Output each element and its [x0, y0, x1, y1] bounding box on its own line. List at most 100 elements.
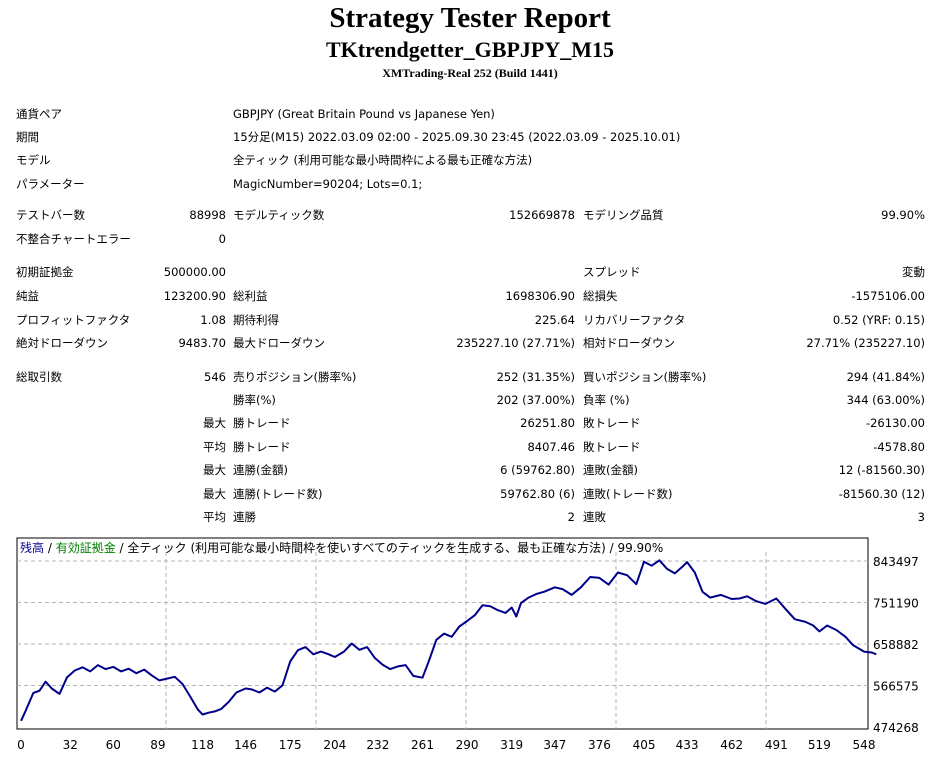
x-tick-label: 433	[676, 738, 699, 752]
stat-value: 最大	[203, 463, 226, 477]
balance-series-line	[20, 559, 877, 722]
y-tick-label: 658882	[873, 638, 919, 652]
stat-value: 26251.80	[520, 416, 575, 430]
stat-label: 最大ドローダウン	[233, 336, 325, 350]
x-tick-label: 347	[543, 738, 566, 752]
stat-label: 連勝	[233, 510, 256, 524]
x-tick-label: 118	[191, 738, 214, 752]
stat-value: -1575106.00	[851, 289, 925, 303]
legend-model-text: 全ティック (利用可能な最小時間枠を使いすべてのティックを生成する、最も正確な方…	[127, 540, 663, 555]
setting-label: モデル	[16, 153, 51, 167]
setting-label: 期間	[16, 130, 39, 144]
stat-label: 連勝(金額)	[233, 463, 288, 477]
server-info: XMTrading-Real 252 (Build 1441)	[382, 66, 558, 80]
stat-label: 勝トレード	[233, 440, 291, 454]
stat-value: 59762.80 (6)	[500, 487, 575, 501]
stat-label: 絶対ドローダウン	[16, 336, 108, 350]
stat-label: 連敗(金額)	[583, 463, 638, 477]
stat-label: リカバリーファクタ	[583, 313, 686, 327]
stat-value: 9483.70	[178, 336, 226, 350]
stat-label: 期待利得	[233, 313, 279, 327]
legend-separator: /	[44, 541, 56, 555]
stat-label: 買いポジション(勝率%)	[583, 370, 707, 384]
stat-value: 平均	[203, 440, 226, 454]
stat-value: 88998	[189, 208, 226, 222]
setting-value: 全ティック (利用可能な最小時間枠による最も正確な方法)	[233, 153, 533, 167]
stat-label: スプレッド	[583, 265, 641, 279]
x-tick-label: 548	[853, 738, 876, 752]
stat-value: 152669878	[509, 208, 575, 222]
stat-value: 294 (41.84%)	[846, 370, 925, 384]
chart-svg: 474268 566575 658882 751190 843497 0 32 60 89 118…	[16, 537, 919, 752]
x-tick-label: 462	[720, 738, 743, 752]
stat-label: モデルティック数	[233, 208, 325, 222]
stat-label: 不整合チャートエラー	[16, 232, 131, 246]
setting-label: 通貨ペア	[16, 107, 62, 121]
stat-value: 123200.90	[163, 289, 226, 303]
setting-value: GBPJPY (Great Britain Pound vs Japanese …	[233, 107, 495, 121]
stat-value: 変動	[902, 265, 925, 279]
stat-value: 252 (31.35%)	[496, 370, 575, 384]
stat-value: 1698306.90	[505, 289, 575, 303]
stat-value: 27.71% (235227.10)	[806, 336, 925, 350]
legend-balance: 残高	[20, 540, 44, 555]
stat-value: 1.08	[200, 313, 226, 327]
setting-value: 15分足(M15) 2022.03.09 02:00 - 2025.09.30 …	[233, 130, 681, 144]
stat-value: 3	[917, 510, 925, 524]
stat-label: 連敗	[583, 510, 606, 524]
setting-label: パラメーター	[16, 177, 85, 191]
y-tick-label: 843497	[873, 555, 919, 569]
stat-label: 連勝(トレード数)	[233, 487, 323, 501]
x-tick-label: 290	[456, 738, 479, 752]
stat-label: 負率 (%)	[583, 393, 630, 407]
x-tick-label: 232	[366, 738, 389, 752]
legend-equity: 有効証拠金	[56, 540, 116, 555]
x-tick-label: 89	[150, 738, 165, 752]
y-tick-label: 751190	[873, 596, 919, 610]
x-tick-label: 405	[633, 738, 656, 752]
x-tick-label: 60	[106, 738, 121, 752]
chart-legend: 残高 / 有効証拠金 / 全ティック (利用可能な最小時間枠を使いすべてのティッ…	[20, 540, 663, 555]
stat-value: 202 (37.00%)	[496, 393, 575, 407]
stat-value: 8407.46	[527, 440, 575, 454]
stat-label: 連敗(トレード数)	[583, 487, 673, 501]
x-tick-label: 146	[234, 738, 257, 752]
stat-label: 勝率(%)	[233, 393, 276, 407]
x-tick-label: 0	[17, 738, 25, 752]
stat-value: 225.64	[534, 313, 575, 327]
stat-label: プロフィットファクタ	[16, 313, 131, 327]
stat-value: -26130.00	[865, 416, 925, 430]
ea-name: TKtrendgetter_GBPJPY_M15	[326, 37, 614, 62]
stat-value: 2	[567, 510, 575, 524]
stat-value: 12 (-81560.30)	[838, 463, 925, 477]
stat-value: 235227.10 (27.71%)	[456, 336, 575, 350]
stat-value: 最大	[203, 487, 226, 501]
stat-label: 総取引数	[16, 370, 62, 384]
stat-value: -81560.30 (12)	[838, 487, 925, 501]
stat-label: 純益	[16, 289, 39, 303]
stat-label: 敗トレード	[583, 440, 641, 454]
stat-label: 相対ドローダウン	[583, 336, 675, 350]
stat-label: 総利益	[233, 289, 268, 303]
stat-label: テストバー数	[16, 208, 85, 222]
x-tick-label: 376	[588, 738, 611, 752]
report-title: Strategy Tester Report	[329, 2, 611, 34]
stat-value: 500000.00	[163, 265, 226, 279]
stat-label: 売りポジション(勝率%)	[233, 370, 357, 384]
stat-value: 344 (63.00%)	[846, 393, 925, 407]
stat-value: 0	[218, 232, 226, 246]
x-tick-label: 32	[63, 738, 78, 752]
stat-label: 敗トレード	[583, 416, 641, 430]
stat-value: 6 (59762.80)	[500, 463, 575, 477]
stat-value: 0.52 (YRF: 0.15)	[832, 313, 925, 327]
plot-frame	[16, 537, 869, 730]
stat-value: 最大	[203, 416, 226, 430]
stat-label: 総損失	[583, 289, 618, 303]
stat-value: 平均	[203, 510, 226, 524]
x-tick-label: 261	[411, 738, 434, 752]
x-tick-label: 519	[808, 738, 831, 752]
setting-value: MagicNumber=90204; Lots=0.1;	[233, 177, 423, 191]
y-tick-label: 566575	[873, 680, 919, 694]
balance-chart: 474268 566575 658882 751190 843497 0 32 60 89 118…	[16, 537, 940, 761]
stat-value: 546	[204, 370, 226, 384]
